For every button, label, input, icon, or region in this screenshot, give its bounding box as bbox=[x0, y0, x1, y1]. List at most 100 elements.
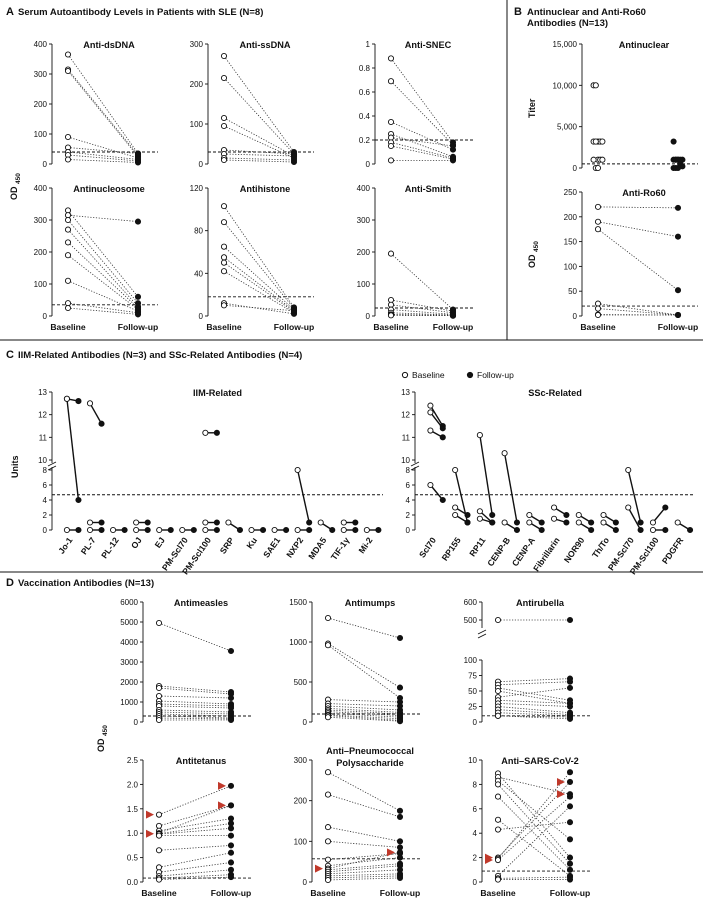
B1-ytick-label: 5,000 bbox=[557, 123, 578, 132]
C1-followup-point bbox=[167, 526, 174, 534]
C1-followup-point bbox=[121, 526, 128, 534]
C1-baseline-point bbox=[202, 429, 209, 436]
C2-followup-point bbox=[687, 526, 694, 534]
B2-baseline-point bbox=[594, 300, 602, 307]
C2-baseline-point bbox=[649, 519, 657, 526]
A6-baseline-point bbox=[387, 312, 395, 319]
D4-pair-line bbox=[158, 874, 232, 879]
A3-ytick-label: 1 bbox=[366, 40, 371, 49]
C2-followup-point bbox=[563, 511, 570, 519]
A5-pair-line bbox=[223, 262, 295, 313]
C1-baseline-point bbox=[179, 526, 186, 534]
D4-baseline-point bbox=[155, 822, 163, 829]
D5-pair-line bbox=[327, 877, 401, 881]
A6-pair-line bbox=[390, 312, 454, 316]
D4-followup-point bbox=[227, 832, 235, 839]
D2-pair-line bbox=[327, 714, 401, 720]
C2-followup-point bbox=[538, 526, 545, 534]
D3-pair-line bbox=[497, 703, 571, 707]
D5-followup-point bbox=[396, 838, 404, 845]
A5-baseline-point bbox=[220, 254, 228, 261]
D6-baseline-point bbox=[494, 816, 502, 823]
D5-xtick-baseline: Baseline bbox=[310, 888, 346, 898]
C2-ytick-label: 6 bbox=[406, 481, 411, 490]
D2-pair-line bbox=[327, 712, 401, 718]
legend-followup-label: Follow-up bbox=[477, 370, 514, 380]
D5-baseline-point bbox=[324, 791, 332, 798]
A5-pair-line bbox=[223, 246, 295, 310]
C2-followup-point bbox=[513, 519, 521, 526]
D5-baseline-point bbox=[324, 769, 332, 776]
D5-pair-line bbox=[327, 869, 401, 875]
D4-xtick-followup: Follow-up bbox=[211, 888, 252, 898]
D2-baseline-point bbox=[324, 642, 332, 649]
C1-category-label: PL-7 bbox=[79, 535, 98, 556]
C1-category-label: OJ bbox=[129, 535, 144, 550]
C2-pair-line bbox=[503, 453, 518, 523]
D5-followup-point bbox=[396, 849, 404, 856]
D5-xtick-followup: Follow-up bbox=[380, 888, 421, 898]
A4-ytick-label: 100 bbox=[34, 280, 48, 289]
D4-followup-point bbox=[227, 859, 235, 866]
C2-ytick-label: 12 bbox=[401, 411, 410, 420]
D4-followup-point bbox=[227, 820, 235, 827]
D5-pair-line bbox=[327, 851, 401, 869]
B1-baseline-point bbox=[590, 156, 597, 163]
A3-ytick-label: 0 bbox=[366, 160, 371, 169]
D4-ytick-label: 0.5 bbox=[127, 854, 139, 863]
A6-baseline-point bbox=[387, 250, 395, 257]
C2-baseline-point bbox=[476, 515, 483, 522]
A2-pair-line bbox=[223, 55, 295, 153]
C2-pair-line bbox=[652, 507, 666, 523]
C1-ytick-label: 12 bbox=[38, 411, 47, 420]
A5-followup-point bbox=[290, 307, 298, 314]
legend-baseline-marker bbox=[401, 371, 409, 379]
C1-baseline-point bbox=[86, 400, 94, 407]
D4-ytick-label: 1.0 bbox=[127, 829, 139, 838]
D3-baseline-point bbox=[494, 616, 502, 624]
D3-baseline-point bbox=[494, 687, 502, 695]
D4-followup-point bbox=[227, 782, 235, 789]
B1-ytick-label: 10,000 bbox=[553, 81, 578, 90]
D5-title-1: Anti–Pneumococcal bbox=[326, 746, 414, 756]
section-b-title-2: Antibodies (N=13) bbox=[527, 18, 608, 29]
A5-pair-line bbox=[223, 270, 295, 314]
B2-title: Anti-Ro60 bbox=[622, 188, 665, 198]
B1-title: Antinuclear bbox=[619, 40, 670, 50]
D5-marker-baseline bbox=[315, 864, 323, 873]
C2-followup-point bbox=[612, 519, 619, 526]
C1-baseline-point bbox=[340, 519, 347, 526]
A6-pair-line bbox=[390, 309, 454, 315]
B2-baseline-point bbox=[594, 305, 602, 312]
C1-category-label: SRP bbox=[218, 535, 236, 555]
D4-followup-point bbox=[227, 842, 235, 849]
D2-pair-line bbox=[327, 709, 401, 715]
D4-pair-line bbox=[158, 823, 232, 835]
A3-baseline-point bbox=[387, 55, 395, 62]
D5-followup-point bbox=[396, 874, 404, 881]
A1-followup-point bbox=[134, 159, 142, 166]
C2-baseline-point bbox=[600, 511, 607, 519]
A2-baseline-point bbox=[220, 156, 228, 164]
A2-ytick-label: 0 bbox=[199, 160, 204, 169]
section-c-ylabel: Units bbox=[10, 456, 20, 479]
B2-ytick-label: 100 bbox=[564, 262, 578, 271]
A1-ytick-label: 0 bbox=[43, 160, 48, 169]
C2-baseline-point bbox=[625, 504, 632, 511]
D3-pair-line bbox=[497, 690, 571, 704]
D4-baseline-point bbox=[155, 864, 163, 871]
A3-baseline-point bbox=[387, 142, 395, 150]
A2-ytick-label: 300 bbox=[190, 40, 204, 49]
A4-pair-line bbox=[67, 254, 139, 310]
D1-pair-line bbox=[158, 717, 232, 720]
D6-pair-line bbox=[497, 819, 571, 877]
A2-baseline-point bbox=[220, 122, 228, 130]
C1-ytick-label: 13 bbox=[38, 388, 47, 397]
C1-followup-point bbox=[236, 526, 244, 534]
B1-baseline-point bbox=[592, 82, 599, 89]
C1-followup-point bbox=[75, 496, 82, 504]
D4-pair-line bbox=[158, 785, 232, 816]
C1-ytick-label: 4 bbox=[43, 496, 48, 505]
D3-ytick-label: 500 bbox=[464, 616, 478, 625]
A3-pair-line bbox=[390, 145, 454, 160]
